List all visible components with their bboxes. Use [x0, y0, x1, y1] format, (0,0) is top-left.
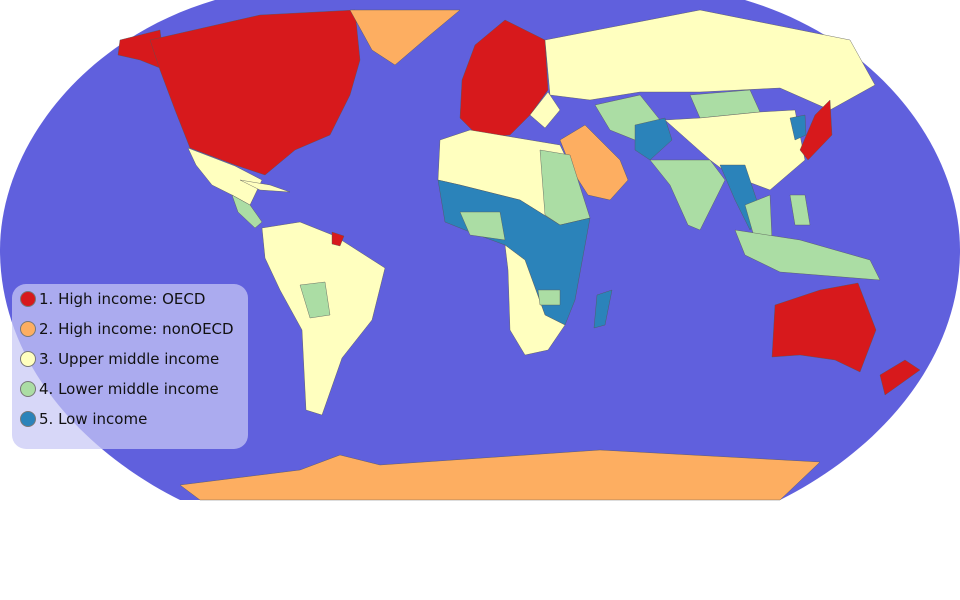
region-russia: [544, 9, 876, 111]
legend-label: 1. High income: OECD: [39, 290, 206, 308]
legend-label: 4. Lower middle income: [39, 380, 219, 398]
region-caribbean: [239, 179, 291, 193]
legend-swatch: [20, 381, 36, 397]
legend-item-high-income-oecd: 1. High income: OECD: [12, 284, 248, 314]
region-greenland: [349, 9, 461, 66]
region-china: [664, 109, 806, 191]
legend: 1. High income: OECD 2. High income: non…: [12, 284, 248, 449]
region-japan: [799, 99, 833, 161]
legend-item-lower-middle-income: 4. Lower middle income: [12, 374, 248, 404]
region-south-america: [261, 221, 386, 416]
region-antarctica: [179, 449, 821, 501]
legend-swatch: [20, 321, 36, 337]
legend-swatch: [20, 351, 36, 367]
legend-label: 5. Low income: [39, 410, 148, 428]
legend-item-upper-middle-income: 3. Upper middle income: [12, 344, 248, 374]
region-southern-africa: [504, 244, 566, 356]
legend-item-high-income-nonoecd: 2. High income: nonOECD: [12, 314, 248, 344]
region-australia: [771, 282, 877, 373]
region-madagascar: [593, 289, 613, 329]
region-philippines: [789, 194, 811, 226]
region-eastern-europe: [529, 91, 561, 129]
legend-label: 3. Upper middle income: [39, 350, 220, 368]
legend-swatch: [20, 291, 36, 307]
region-korea: [789, 114, 807, 141]
region-french-guiana: [331, 231, 345, 247]
region-india: [649, 159, 726, 231]
legend-item-low-income: 5. Low income: [12, 404, 248, 434]
region-indonesia: [734, 229, 881, 281]
region-central-america: [231, 194, 263, 229]
region-new-zealand: [879, 359, 921, 396]
region-afghanistan-pakistan: [634, 117, 673, 161]
region-west-africa: [459, 211, 506, 241]
region-zambia: [537, 289, 561, 306]
legend-label: 2. High income: nonOECD: [39, 320, 234, 338]
region-bolivia-paraguay: [299, 281, 331, 319]
legend-swatch: [20, 411, 36, 427]
